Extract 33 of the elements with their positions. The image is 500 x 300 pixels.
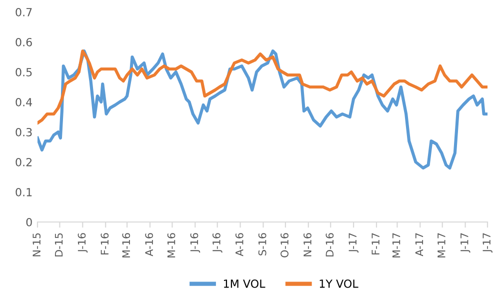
x-tick-label: O-16 <box>280 233 288 258</box>
y-tick-label: 0.4 <box>16 98 32 106</box>
x-tick-label: J-16 <box>190 233 200 253</box>
line-series <box>38 49 488 170</box>
y-tick-label: 0.1 <box>16 188 32 196</box>
x-tick-label: F-17 <box>372 233 380 254</box>
x-tick-label: N-15 <box>32 233 41 256</box>
x-tick-label: D-15 <box>54 233 63 256</box>
y-tick-label: 0.6 <box>16 38 32 46</box>
y-tick-label: 0.2 <box>16 158 32 166</box>
x-tick-label: A-17 <box>415 233 424 256</box>
line-series <box>38 49 488 125</box>
x-tick-label: J-17 <box>482 233 492 253</box>
x-tick-label: F-16 <box>100 233 109 254</box>
x-tick-label: J-17 <box>348 233 358 253</box>
x-tick-label: A-16 <box>235 233 244 256</box>
x-tick-label: M-16 <box>167 233 176 258</box>
x-tick-label: M-17 <box>392 233 400 258</box>
y-tick-label: 0.3 <box>16 128 32 136</box>
x-tick-label: M-17 <box>438 233 446 258</box>
x-tick-label: J-16 <box>212 233 222 253</box>
y-tick-label: 0.7 <box>16 8 32 16</box>
y-tick-label: 0 <box>26 218 32 226</box>
x-tick-label: M-16 <box>122 233 130 258</box>
y-tick-label: 0.5 <box>16 68 32 76</box>
x-tick-label: N-16 <box>304 233 312 256</box>
legend-label: 1M VOL <box>224 279 266 288</box>
x-tick-label: S-16 <box>258 233 266 256</box>
legend-label: 1Y VOL <box>320 279 358 288</box>
x-tick-label: A-16 <box>145 233 154 256</box>
x-tick-label: D-16 <box>326 233 334 256</box>
x-tick-label: J-17 <box>460 233 470 253</box>
x-tick-label: J-16 <box>78 233 88 253</box>
